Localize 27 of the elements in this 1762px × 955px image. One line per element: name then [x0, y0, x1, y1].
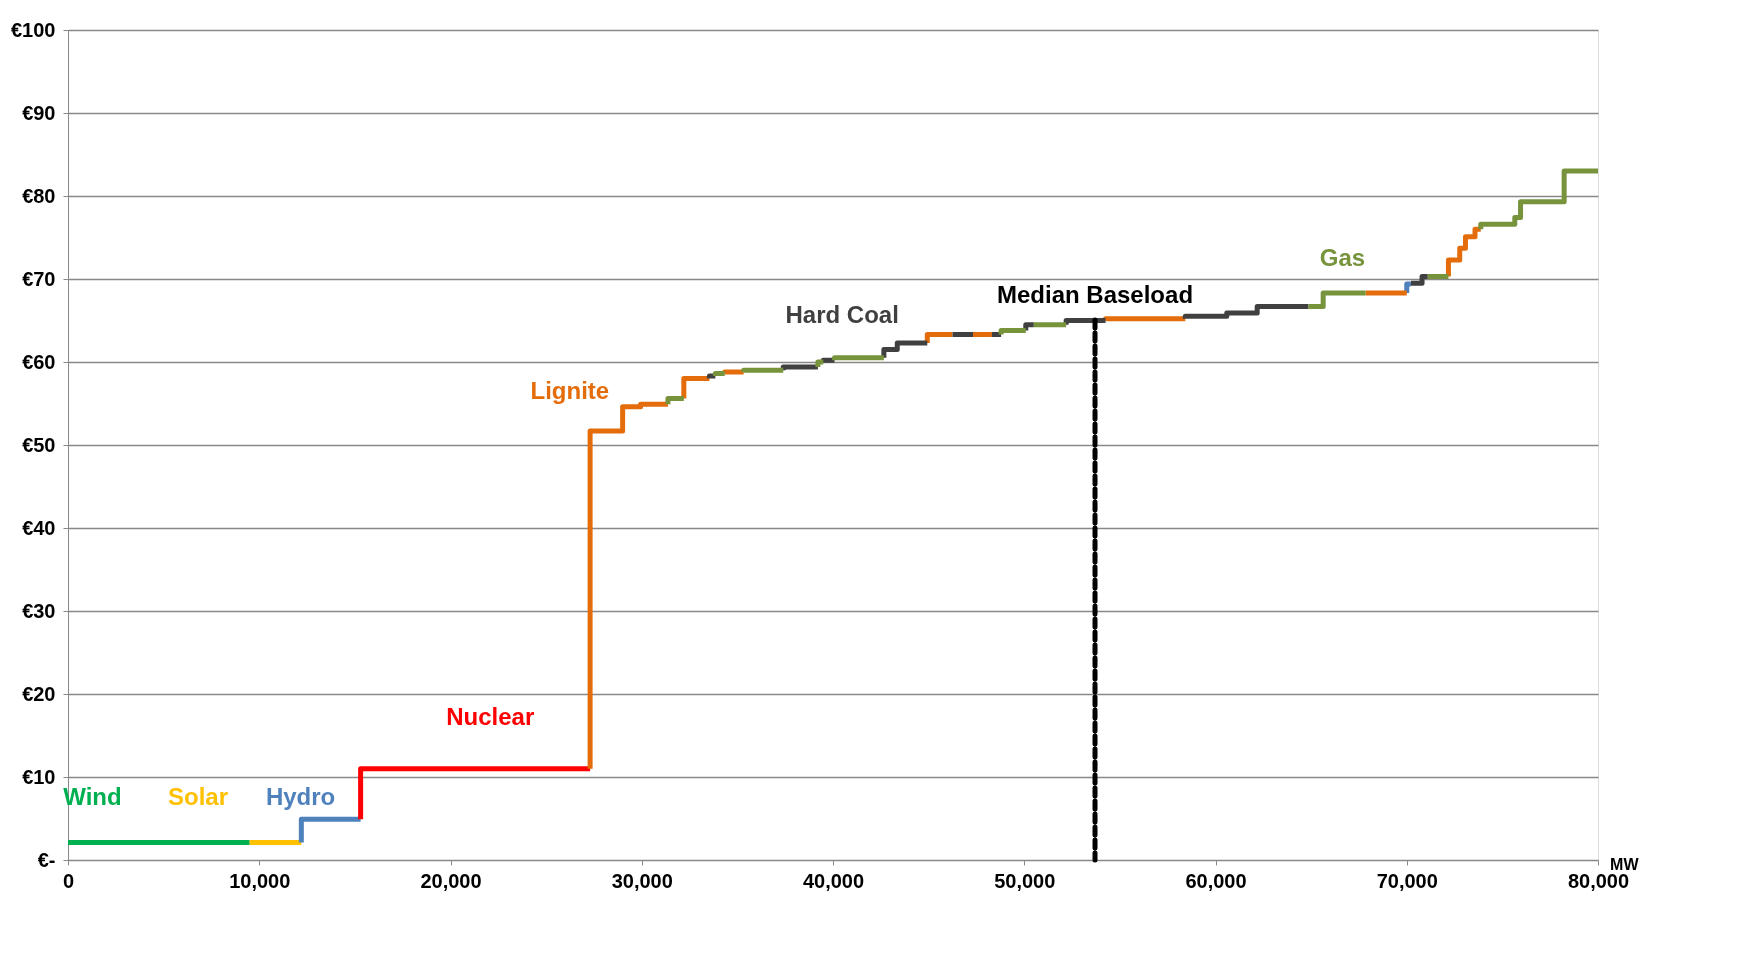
- y-tick-label: €40: [22, 516, 56, 539]
- series-label: Solar: [168, 782, 229, 810]
- ref-line-label: Median Baseload: [996, 281, 1194, 308]
- y-tick-label: €70: [22, 267, 56, 290]
- series-label: Lignite: [530, 376, 610, 404]
- y-tick-label: €30: [22, 599, 56, 622]
- x-tick-label: 50,000: [994, 869, 1056, 892]
- series-label: Nuclear: [446, 703, 535, 731]
- x-tick-label: 60,000: [1185, 869, 1247, 892]
- series-label: Hydro: [265, 782, 336, 810]
- x-tick-label: 30,000: [611, 869, 673, 892]
- x-tick-label: 40,000: [802, 869, 865, 892]
- y-tick-label: €80: [22, 184, 56, 207]
- y-tick-label: €60: [22, 350, 56, 373]
- series-label: Gas: [1319, 244, 1366, 272]
- x-tick-label: 0: [62, 869, 75, 892]
- x-tick-label: 70,000: [1376, 869, 1438, 892]
- y-tick-label: €-: [37, 848, 56, 871]
- series-label: Hard Coal: [785, 301, 899, 329]
- y-tick-label: €20: [22, 682, 56, 705]
- y-tick-label: €10: [22, 765, 56, 788]
- x-tick-label: 20,000: [420, 869, 482, 892]
- y-tick-label: €50: [22, 433, 56, 456]
- y-tick-label: €90: [22, 101, 56, 124]
- x-tick-label: 10,000: [229, 869, 291, 892]
- series-label: Wind: [63, 782, 122, 810]
- y-tick-label: €100: [11, 18, 56, 41]
